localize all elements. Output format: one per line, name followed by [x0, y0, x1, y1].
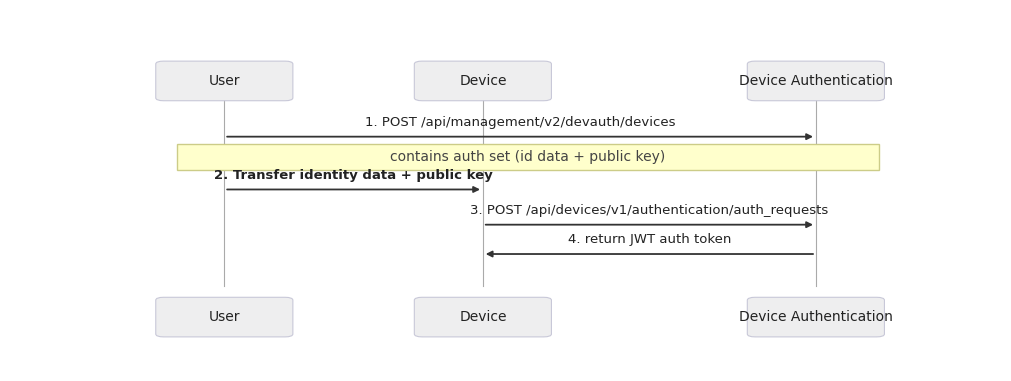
Text: User: User	[208, 310, 240, 324]
Text: Device: Device	[459, 74, 507, 88]
Text: 1. POST /api/management/v2/devauth/devices: 1. POST /api/management/v2/devauth/devic…	[365, 116, 675, 129]
FancyBboxPatch shape	[156, 297, 293, 337]
Text: User: User	[208, 74, 240, 88]
FancyBboxPatch shape	[747, 297, 885, 337]
Text: Device Authentication: Device Authentication	[739, 74, 893, 88]
FancyBboxPatch shape	[156, 61, 293, 101]
Text: 2. Transfer identity data + public key: 2. Transfer identity data + public key	[214, 169, 493, 182]
Text: contains auth set (id data + public key): contains auth set (id data + public key)	[390, 150, 665, 164]
FancyBboxPatch shape	[177, 144, 879, 170]
Text: 4. return JWT auth token: 4. return JWT auth token	[568, 234, 731, 247]
Text: 3. POST /api/devices/v1/authentication/auth_requests: 3. POST /api/devices/v1/authentication/a…	[470, 204, 828, 217]
FancyBboxPatch shape	[415, 61, 551, 101]
Text: Device Authentication: Device Authentication	[739, 310, 893, 324]
FancyBboxPatch shape	[415, 297, 551, 337]
Text: Device: Device	[459, 310, 507, 324]
FancyBboxPatch shape	[747, 61, 885, 101]
